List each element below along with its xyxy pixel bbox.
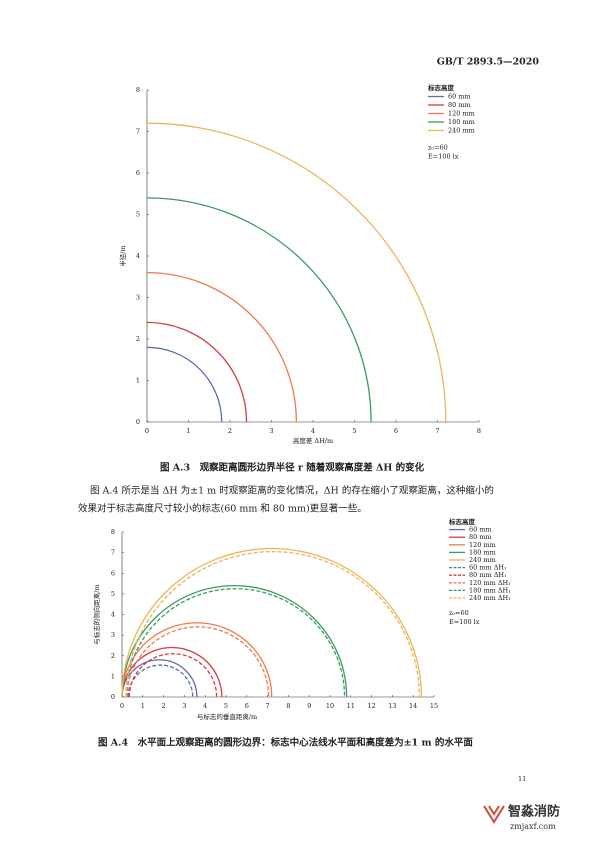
legend-label: 120 mm ΔH₁ — [469, 579, 511, 587]
semicircle — [127, 664, 194, 698]
x-tick-label: 5 — [224, 702, 228, 710]
x-tick-label: 2 — [228, 427, 232, 435]
watermark-url: zmjaxf.com — [510, 822, 556, 831]
x-tick-label: 2 — [162, 702, 166, 710]
figure-caption: 图 A.3 观察距离圆形边界半径 r 随着观察高度差 ΔH 的变化 — [160, 462, 425, 474]
x-tick-label: 15 — [430, 702, 438, 710]
x-tick-label: 1 — [141, 702, 145, 710]
semicircle — [125, 588, 346, 698]
legend-title: 标志高度 — [427, 83, 455, 92]
y-tick-label: 5 — [136, 211, 140, 219]
x-tick-label: 12 — [367, 702, 375, 710]
y-tick-label: 8 — [136, 86, 140, 94]
semicircle — [121, 584, 348, 698]
y-tick-label: 3 — [111, 631, 115, 639]
watermark-name: 智淼消防 — [508, 804, 560, 820]
semicircle — [128, 653, 218, 698]
x-tick-label: 7 — [266, 702, 270, 710]
y-tick-label: 7 — [111, 549, 115, 557]
x-tick-label: 0 — [145, 427, 149, 435]
annotation: z₀=60 — [428, 144, 448, 152]
y-tick-label: 5 — [111, 590, 115, 598]
y-axis-label: 与标志的侧向距离/m — [92, 584, 101, 644]
x-tick-label: 4 — [203, 702, 207, 710]
x-tick-label: 1 — [186, 427, 190, 435]
y-tick-label: 3 — [136, 294, 140, 302]
legend-label: 80 mm ΔH₁ — [469, 571, 507, 579]
semicircle — [121, 659, 198, 698]
legend-label: 240 mm — [469, 556, 496, 564]
x-axis-label: 与标志的垂直距离/m — [197, 712, 257, 721]
y-axis-label: 半径/m — [118, 245, 127, 266]
watermark-logo — [483, 805, 505, 824]
semicircle — [126, 626, 270, 698]
legend-label: 60 mm ΔH₁ — [469, 564, 507, 572]
y-tick-label: 7 — [136, 128, 140, 136]
y-tick-label: 2 — [111, 652, 115, 660]
y-tick-label: 6 — [111, 569, 115, 577]
x-tick-label: 3 — [182, 702, 186, 710]
legend-label: 60 mm — [448, 93, 471, 101]
y-tick-label: 2 — [136, 335, 140, 343]
x-tick-label: 5 — [352, 427, 356, 435]
arc — [146, 321, 248, 423]
paragraph-line: 效果对于标志高度尺寸较小的标志(60 mm 和 80 mm)更显著一些。 — [78, 503, 367, 515]
y-tick-label: 4 — [111, 611, 115, 619]
x-tick-label: 8 — [286, 702, 290, 710]
x-tick-label: 11 — [347, 702, 355, 710]
x-tick-label: 8 — [477, 427, 481, 435]
legend-title: 标志高度 — [448, 517, 476, 526]
x-tick-label: 6 — [245, 702, 249, 710]
x-tick-label: 7 — [435, 427, 439, 435]
x-axis-label: 高度差 ΔH/m — [293, 436, 333, 445]
paragraph-line: 图 A.4 所示是当 ΔH 为±1 m 时观察距离的变化情况，ΔH 的存在缩小了… — [90, 485, 494, 497]
legend-label: 120 mm — [448, 110, 475, 118]
x-tick-label: 6 — [394, 427, 398, 435]
x-tick-label: 10 — [326, 702, 334, 710]
x-tick-label: 4 — [311, 427, 315, 435]
x-tick-label: 13 — [388, 702, 396, 710]
header: GB/T 2893.5—2020 — [437, 57, 540, 68]
page-number: 11 — [518, 775, 526, 783]
y-tick-label: 0 — [111, 693, 115, 701]
y-tick-label: 1 — [136, 377, 140, 385]
legend-label: 80 mm — [469, 533, 492, 541]
legend-label: 180 mm — [469, 548, 496, 556]
annotation: z₀=60 — [449, 609, 469, 617]
semicircle — [121, 646, 223, 698]
semicircle — [125, 550, 421, 698]
y-tick-label: 1 — [111, 672, 115, 680]
semicircle — [121, 547, 423, 698]
legend-label: 180 mm ΔH₁ — [469, 586, 511, 594]
x-tick-label: 0 — [120, 702, 124, 710]
legend-label: 80 mm — [448, 101, 471, 109]
y-tick-label: 6 — [136, 169, 140, 177]
arc — [146, 346, 223, 423]
annotation: E=100 lx — [428, 153, 459, 161]
semicircle — [121, 622, 273, 698]
x-tick-label: 9 — [307, 702, 311, 710]
figure-caption: 图 A.4 水平面上观察距离的圆形边界：标志中心法线水平面和高度差为±1 m 的… — [98, 737, 473, 749]
legend-label: 120 mm — [469, 541, 496, 549]
watermark: 智淼消防 zmjaxf.com — [483, 804, 560, 831]
arc — [146, 122, 447, 423]
x-tick-label: 3 — [269, 427, 273, 435]
x-tick-label: 14 — [409, 702, 417, 710]
annotation: E=100 lx — [449, 618, 480, 626]
legend-label: 180 mm — [448, 118, 475, 126]
legend-label: 240 mm — [448, 127, 475, 135]
arc — [146, 197, 372, 423]
legend-label: 60 mm — [469, 526, 492, 534]
y-tick-label: 4 — [136, 252, 140, 260]
y-tick-label: 8 — [111, 528, 115, 536]
arc — [146, 271, 298, 423]
legend-label: 240 mm ΔH₁ — [469, 594, 511, 602]
y-tick-label: 0 — [136, 418, 140, 426]
